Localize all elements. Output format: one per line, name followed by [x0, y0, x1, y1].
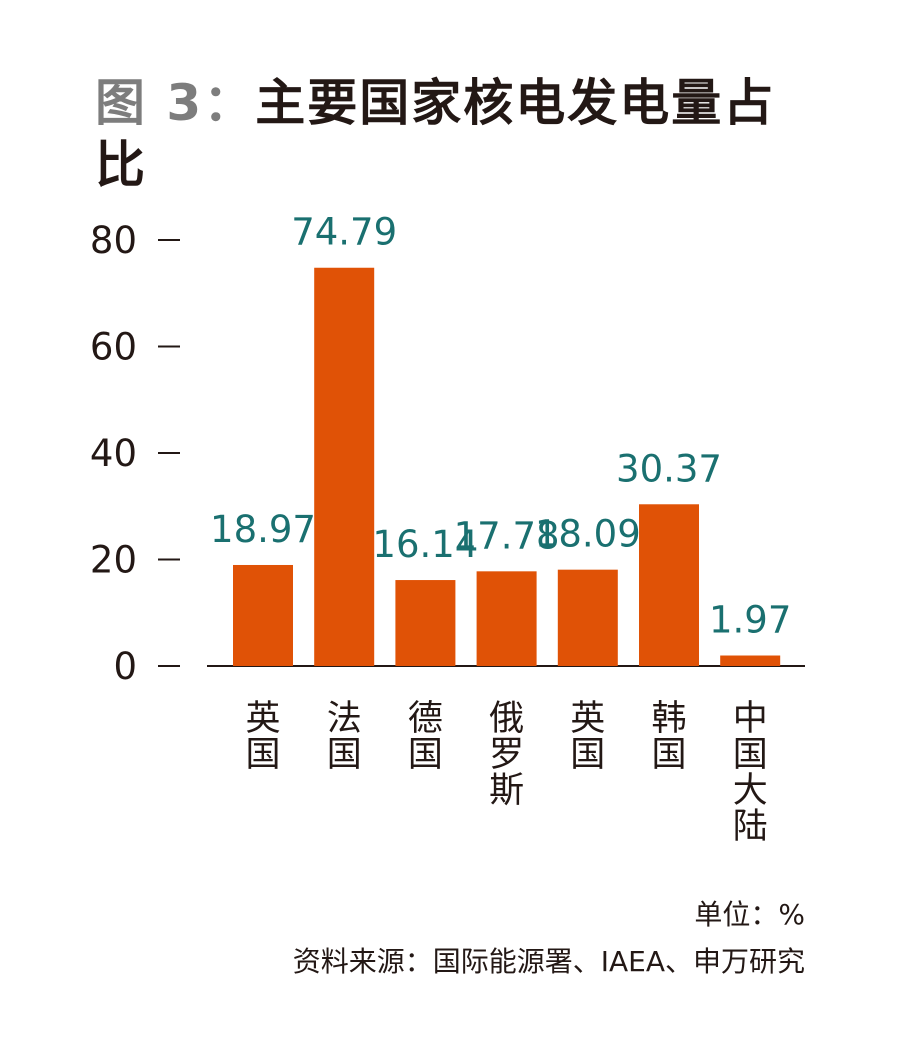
chart-title: 图 3：主要国家核电发电量占比 — [95, 72, 815, 196]
y-tick-label: 20 — [90, 539, 137, 582]
bar — [720, 655, 781, 666]
category-label: 韩国 — [651, 699, 686, 775]
category-label: 俄罗斯 — [489, 699, 524, 811]
bar — [233, 564, 293, 666]
bar — [476, 571, 537, 666]
y-tick-label: 40 — [90, 432, 137, 475]
y-tick-label: 80 — [90, 219, 137, 262]
title-prefix: 图 3： — [95, 74, 256, 132]
category-label: 英国 — [245, 699, 280, 775]
category-label: 中国大陆 — [733, 699, 768, 847]
y-tick-label: 60 — [90, 326, 137, 369]
bar — [395, 580, 456, 666]
data-label: 16.14 — [372, 523, 478, 566]
bar — [557, 569, 618, 666]
category-label: 法国 — [327, 699, 362, 775]
title-main: 主要国家核电发电量占比 — [95, 74, 776, 194]
unit-note: 单位：% — [694, 898, 805, 931]
bar — [314, 267, 375, 666]
y-tick-label: 0 — [113, 645, 137, 688]
bars — [233, 267, 781, 666]
data-label: 74.79 — [291, 211, 397, 254]
data-label: 18.09 — [535, 513, 641, 556]
source-note: 资料来源：国际能源署、IAEA、申万研究 — [292, 945, 805, 978]
data-label: 1.97 — [709, 599, 791, 642]
bar — [639, 504, 699, 666]
data-label: 18.97 — [210, 508, 316, 551]
data-label: 30.37 — [616, 447, 722, 490]
category-label: 德国 — [408, 699, 443, 775]
y-axis: 0 20 40 60 80 — [90, 219, 180, 688]
category-label: 英国 — [570, 699, 605, 775]
data-label: 17.78 — [454, 514, 560, 557]
